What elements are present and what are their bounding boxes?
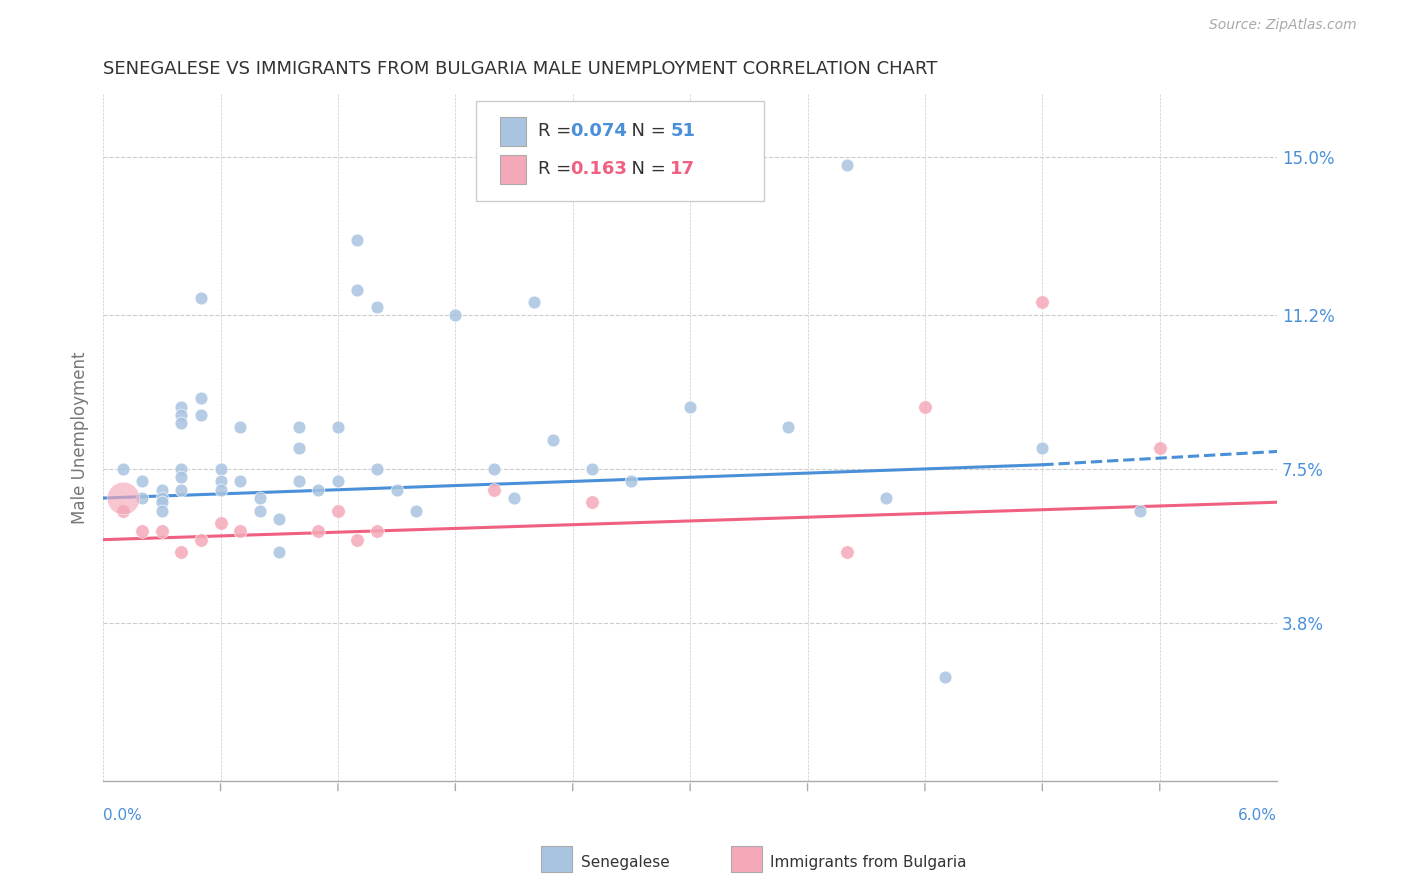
Text: 0.163: 0.163 — [571, 160, 627, 178]
Point — [934, 670, 956, 684]
Point — [1031, 295, 1053, 310]
Point — [150, 491, 173, 505]
Point — [170, 545, 193, 559]
Point — [366, 524, 388, 539]
Text: 0.074: 0.074 — [571, 122, 627, 140]
Point — [209, 483, 232, 497]
Point — [229, 420, 252, 434]
Point — [326, 503, 349, 517]
Point — [366, 300, 388, 314]
Point — [229, 475, 252, 489]
Text: Immigrants from Bulgaria: Immigrants from Bulgaria — [770, 855, 967, 870]
Point — [269, 512, 291, 526]
Point — [444, 308, 467, 322]
Text: SENEGALESE VS IMMIGRANTS FROM BULGARIA MALE UNEMPLOYMENT CORRELATION CHART: SENEGALESE VS IMMIGRANTS FROM BULGARIA M… — [103, 60, 938, 78]
Point — [150, 483, 173, 497]
Point — [346, 233, 368, 247]
Point — [1031, 441, 1053, 455]
Text: Senegalese: Senegalese — [581, 855, 669, 870]
FancyBboxPatch shape — [501, 117, 526, 146]
Point — [326, 475, 349, 489]
Point — [503, 491, 526, 505]
Point — [875, 491, 897, 505]
Point — [1149, 441, 1171, 455]
Point — [170, 408, 193, 422]
Point — [131, 524, 153, 539]
Point — [484, 462, 506, 476]
Point — [484, 483, 506, 497]
Point — [307, 524, 329, 539]
Point — [170, 470, 193, 484]
Text: 0.0%: 0.0% — [103, 808, 142, 823]
Point — [346, 283, 368, 297]
Point — [209, 475, 232, 489]
Point — [209, 516, 232, 530]
Point — [190, 391, 212, 405]
Point — [288, 420, 311, 434]
Text: 51: 51 — [671, 122, 695, 140]
Point — [150, 503, 173, 517]
Point — [150, 524, 173, 539]
Point — [190, 291, 212, 305]
Point — [131, 475, 153, 489]
Point — [131, 491, 153, 505]
Point — [190, 533, 212, 547]
Point — [835, 158, 858, 172]
Point — [170, 483, 193, 497]
Point — [150, 495, 173, 509]
Point — [405, 503, 427, 517]
Point — [346, 533, 368, 547]
FancyBboxPatch shape — [477, 102, 763, 201]
Point — [269, 545, 291, 559]
Point — [111, 491, 134, 505]
Point — [776, 420, 799, 434]
Point — [190, 408, 212, 422]
Text: R =: R = — [537, 160, 576, 178]
Point — [620, 475, 643, 489]
Point — [581, 495, 603, 509]
Point — [170, 400, 193, 414]
Point — [835, 545, 858, 559]
Point — [249, 491, 271, 505]
Text: N =: N = — [620, 122, 671, 140]
Point — [111, 503, 134, 517]
Point — [288, 441, 311, 455]
Point — [170, 462, 193, 476]
Text: R =: R = — [537, 122, 576, 140]
Text: Source: ZipAtlas.com: Source: ZipAtlas.com — [1209, 18, 1357, 31]
Point — [1129, 503, 1152, 517]
Point — [523, 295, 546, 310]
Text: 17: 17 — [671, 160, 695, 178]
Point — [288, 475, 311, 489]
Point — [366, 462, 388, 476]
Point — [581, 462, 603, 476]
Point — [209, 462, 232, 476]
Point — [170, 416, 193, 430]
Text: 6.0%: 6.0% — [1239, 808, 1277, 823]
Text: N =: N = — [620, 160, 671, 178]
Point — [307, 483, 329, 497]
Point — [249, 503, 271, 517]
Point — [385, 483, 408, 497]
FancyBboxPatch shape — [501, 155, 526, 184]
Point — [541, 433, 564, 447]
Point — [111, 462, 134, 476]
Point — [914, 400, 936, 414]
Point — [229, 524, 252, 539]
Point — [679, 400, 702, 414]
Y-axis label: Male Unemployment: Male Unemployment — [72, 351, 89, 524]
Point — [326, 420, 349, 434]
